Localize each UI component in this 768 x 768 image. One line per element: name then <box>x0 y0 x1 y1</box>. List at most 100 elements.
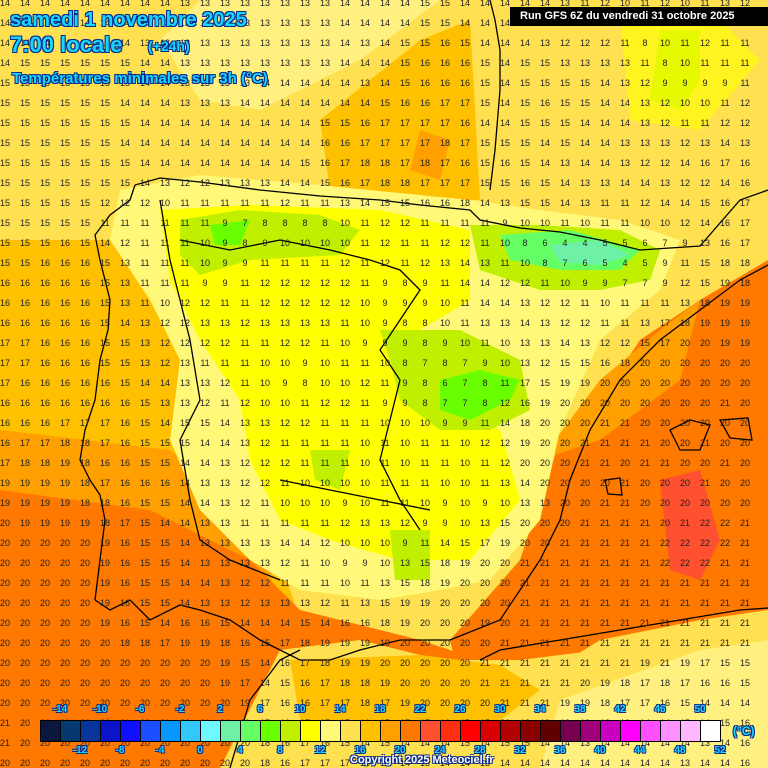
grid-value: 14 <box>599 98 610 108</box>
grid-value: 14 <box>499 78 510 88</box>
grid-value: 14 <box>379 58 390 68</box>
grid-value: 14 <box>559 178 570 188</box>
grid-value: 20 <box>79 538 90 548</box>
grid-value: 11 <box>740 58 750 68</box>
grid-value: 14 <box>579 758 590 768</box>
grid-value: 10 <box>439 318 450 328</box>
grid-value: 19 <box>719 318 730 328</box>
grid-value: 21 <box>699 598 710 608</box>
grid-value: 12 <box>239 498 250 508</box>
grid-value: 21 <box>539 658 550 668</box>
grid-value: 15 <box>539 78 550 88</box>
grid-value: 15 <box>459 38 470 48</box>
grid-value: 11 <box>320 458 330 468</box>
grid-value: 15 <box>639 338 650 348</box>
legend-swatch <box>341 721 361 741</box>
grid-value: 11 <box>160 218 170 228</box>
grid-value: 18 <box>379 158 390 168</box>
grid-value: 21 <box>0 738 10 748</box>
grid-value: 15 <box>0 218 10 228</box>
grid-value: 11 <box>460 218 470 228</box>
grid-value: 21 <box>659 638 670 648</box>
grid-value: 16 <box>439 58 450 68</box>
legend-tick-label: 34 <box>534 704 546 715</box>
grid-value: 20 <box>239 738 250 748</box>
grid-value: 16 <box>739 178 750 188</box>
grid-value: 14 <box>479 278 490 288</box>
grid-value: 10 <box>279 398 290 408</box>
grid-value: 15 <box>479 158 490 168</box>
grid-value: 20 <box>499 598 510 608</box>
grid-value: 20 <box>79 578 90 588</box>
grid-value: 21 <box>619 538 630 548</box>
grid-value: 14 <box>0 38 10 48</box>
grid-value: 19 <box>539 398 550 408</box>
grid-value: 14 <box>519 38 530 48</box>
grid-value: 17 <box>439 98 450 108</box>
grid-value: 17 <box>639 678 650 688</box>
grid-value: 13 <box>159 398 170 408</box>
grid-value: 11 <box>300 558 310 568</box>
grid-value: 18 <box>599 698 610 708</box>
grid-value: 11 <box>600 198 610 208</box>
grid-value: 21 <box>579 598 590 608</box>
grid-value: 16 <box>179 618 190 628</box>
grid-value: 11 <box>640 298 650 308</box>
grid-value: 14 <box>0 18 10 28</box>
grid-value: 17 <box>319 678 330 688</box>
grid-value: 9 <box>302 358 308 368</box>
grid-value: 14 <box>179 518 190 528</box>
grid-value: 13 <box>419 758 430 768</box>
grid-value: 14 <box>379 18 390 28</box>
grid-value: 18 <box>339 678 350 688</box>
grid-value: 13 <box>259 0 270 8</box>
grid-value: 10 <box>279 498 290 508</box>
grid-value: 20 <box>459 678 470 688</box>
grid-value: 12 <box>279 198 290 208</box>
grid-value: 12 <box>339 258 350 268</box>
grid-value: 15 <box>59 198 70 208</box>
grid-value: 11 <box>300 438 310 448</box>
grid-value: 11 <box>620 198 630 208</box>
grid-value: 14 <box>359 198 370 208</box>
grid-value: 15 <box>499 178 510 188</box>
grid-value: 17 <box>679 678 690 688</box>
grid-value: 15 <box>579 358 590 368</box>
grid-value: 11 <box>560 218 570 228</box>
grid-value: 11 <box>380 458 390 468</box>
grid-value: 14 <box>719 698 730 708</box>
grid-value: 18 <box>419 578 430 588</box>
grid-value: 17 <box>99 478 110 488</box>
grid-value: 14 <box>139 78 150 88</box>
grid-value: 20 <box>39 758 50 768</box>
grid-value: 18 <box>119 638 130 648</box>
legend-swatch <box>241 721 261 741</box>
grid-value: 19 <box>699 318 710 328</box>
grid-value: 18 <box>359 698 370 708</box>
grid-value: 11 <box>340 318 350 328</box>
grid-value: 15 <box>119 358 130 368</box>
grid-value: 13 <box>199 18 210 28</box>
grid-value: 17 <box>239 678 250 688</box>
grid-value: 11 <box>400 238 410 248</box>
legend-swatch <box>541 721 561 741</box>
grid-value: 10 <box>379 418 390 428</box>
grid-value: 13 <box>199 318 210 328</box>
grid-value: 14 <box>459 0 470 8</box>
grid-value: 9 <box>402 538 408 548</box>
grid-value: 14 <box>399 758 410 768</box>
legend-tick-label: 12 <box>314 745 326 756</box>
grid-value: 20 <box>519 538 530 548</box>
grid-value: 11 <box>500 258 510 268</box>
grid-value: 15 <box>539 58 550 68</box>
grid-value: 7 <box>462 378 468 388</box>
grid-value: 16 <box>19 418 30 428</box>
grid-value: 16 <box>0 318 10 328</box>
grid-value: 14 <box>659 758 670 768</box>
grid-value: 20 <box>419 638 430 648</box>
grid-value: 12 <box>599 0 610 8</box>
grid-value: 16 <box>39 378 50 388</box>
grid-value: 17 <box>339 698 350 708</box>
legend-swatch <box>521 721 541 741</box>
grid-value: 19 <box>219 678 230 688</box>
